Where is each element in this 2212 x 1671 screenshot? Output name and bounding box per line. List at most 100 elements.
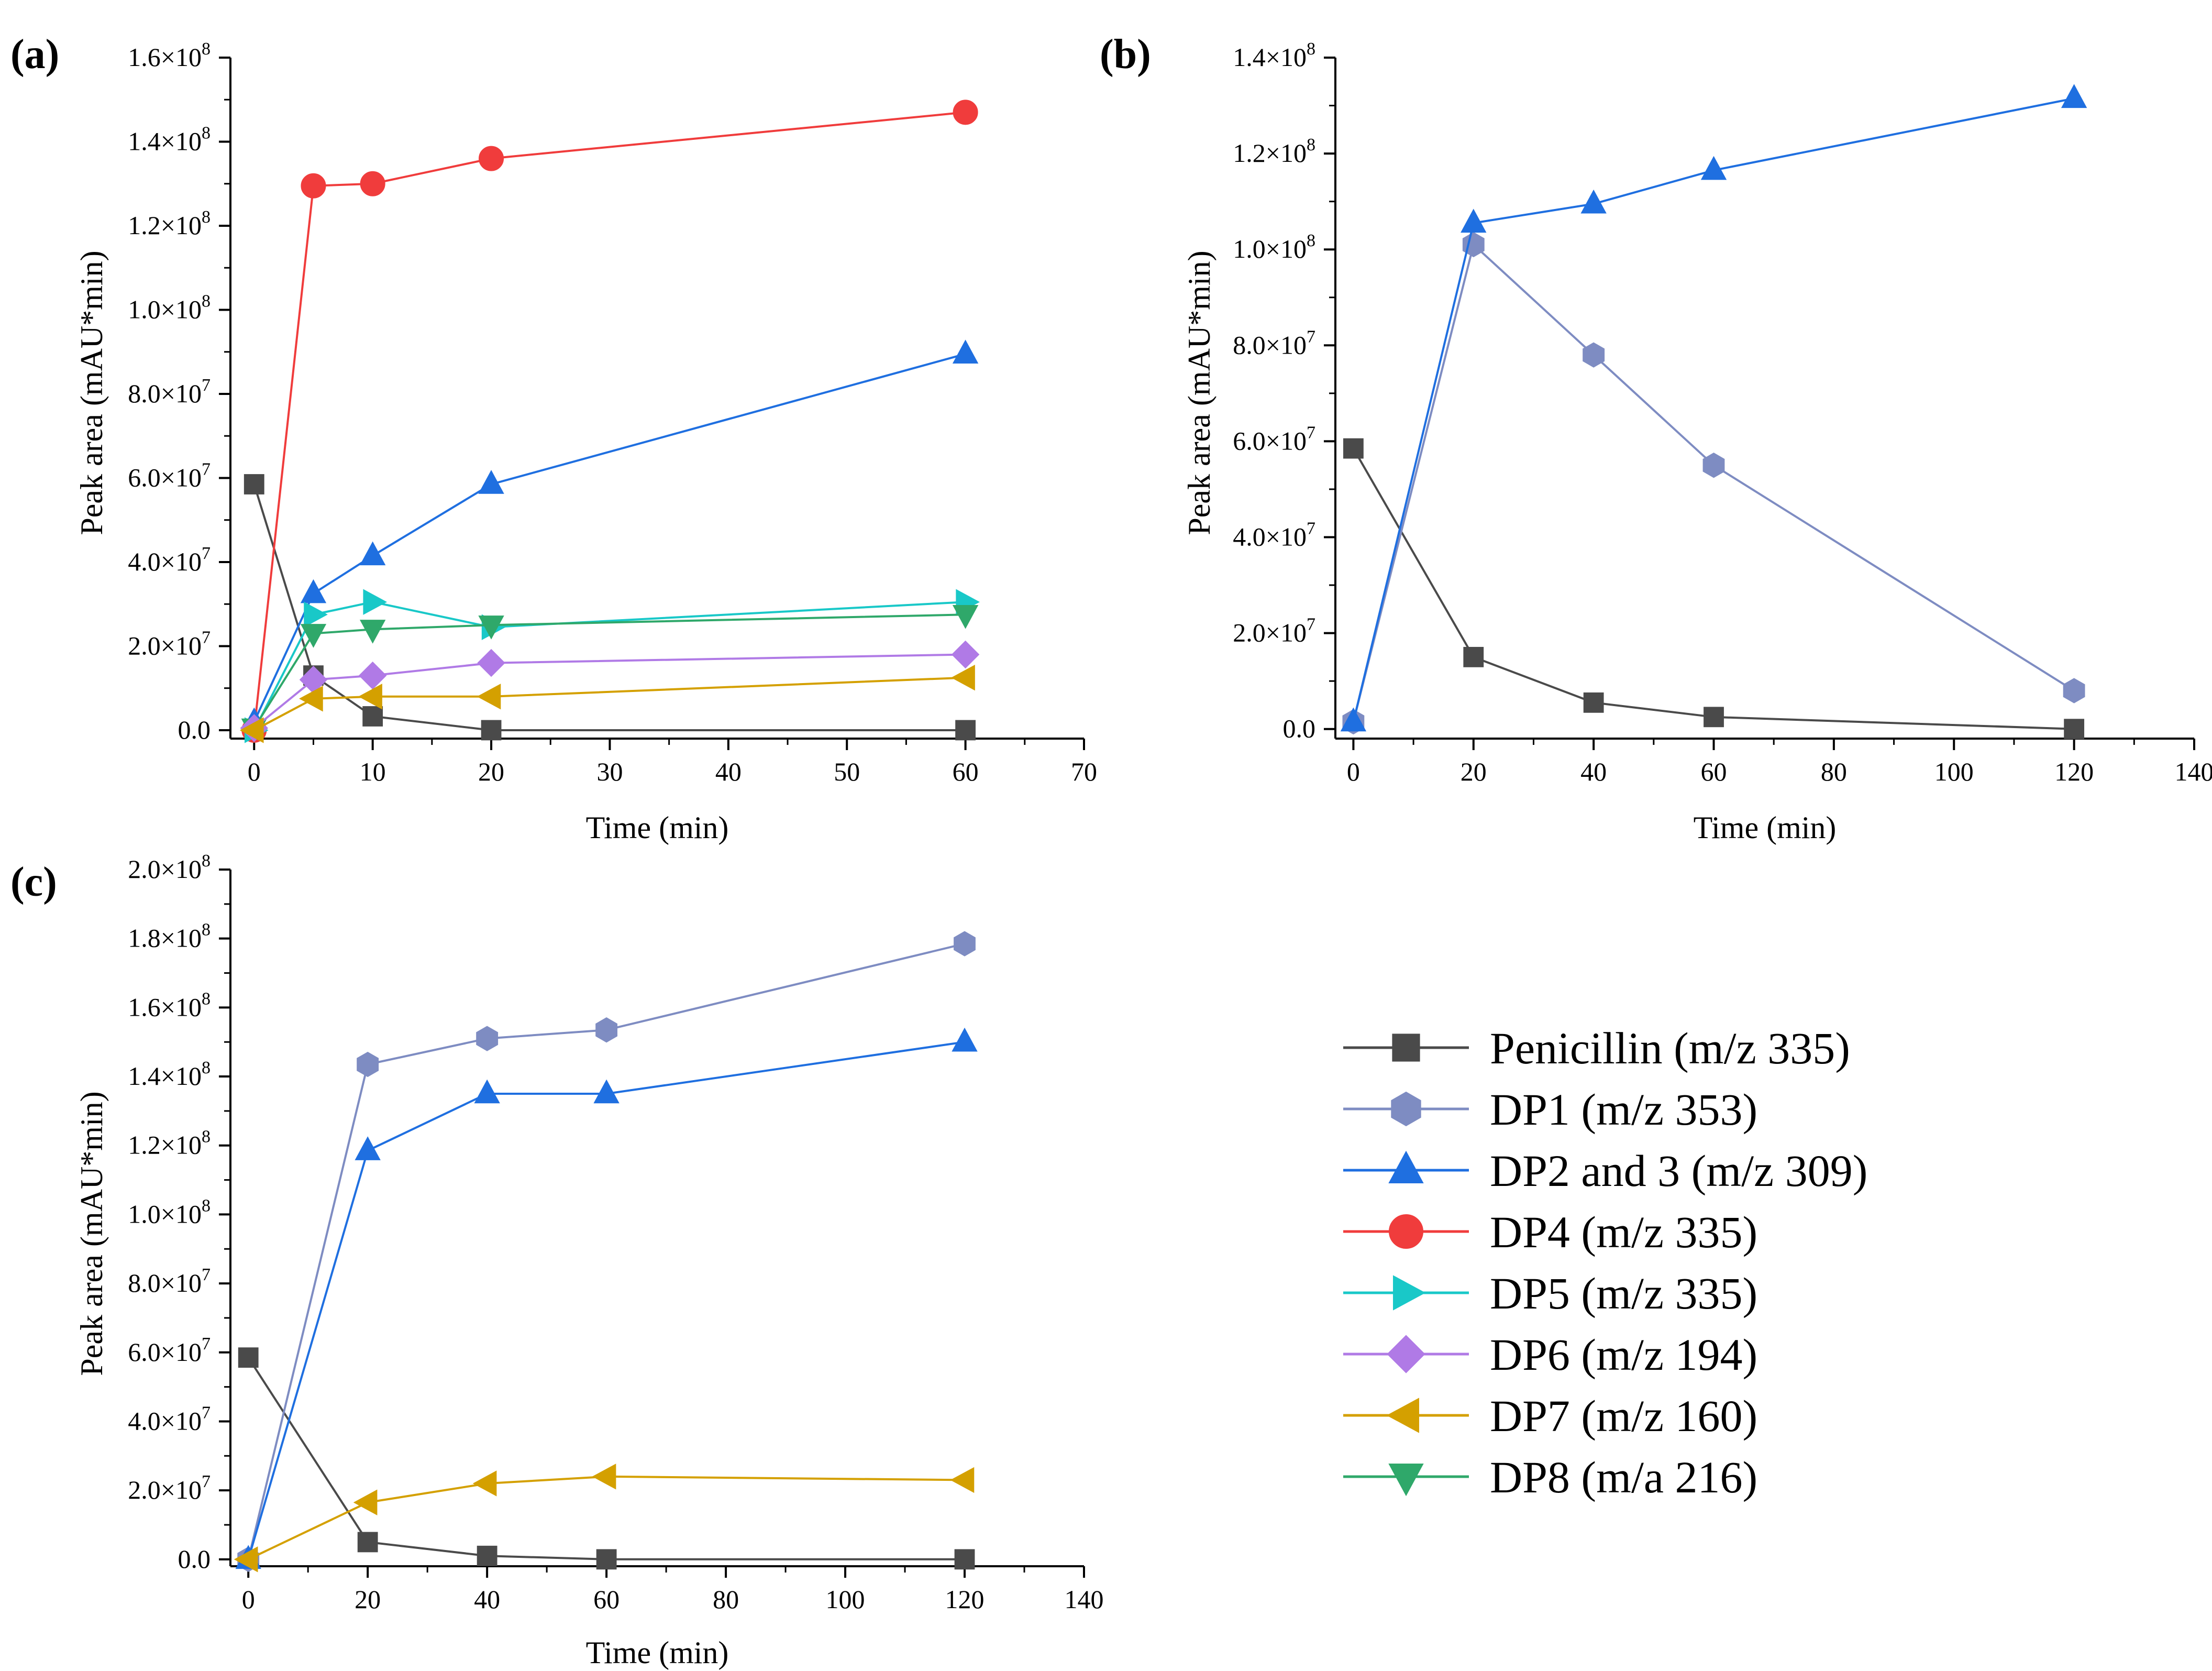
legend-label: DP2 and 3 (m/z 309) (1490, 1146, 1867, 1196)
x-tick-label: 10 (360, 757, 386, 786)
data-point (1583, 692, 1604, 713)
data-point (1580, 189, 1607, 214)
x-tick-label: 40 (474, 1585, 500, 1614)
y-tick-label: 1.8×108 (128, 920, 211, 953)
data-point (304, 601, 328, 628)
x-tick-label: 20 (355, 1585, 381, 1614)
x-tick-label: 50 (834, 757, 860, 786)
y-tick-label: 1.0×108 (1233, 231, 1315, 263)
data-point (358, 684, 382, 710)
y-tick-label: 6.0×107 (128, 459, 211, 492)
legend-label: DP7 (m/z 160) (1490, 1391, 1757, 1441)
y-tick-label: 1.4×108 (128, 123, 211, 156)
legend-item: DP1 (m/z 353) (1343, 1084, 1757, 1135)
data-point (477, 684, 501, 710)
data-point (474, 1079, 500, 1104)
data-point (353, 1489, 378, 1515)
legend-label: DP4 (m/z 335) (1490, 1207, 1757, 1257)
y-tick-label: 2.0×107 (1233, 615, 1315, 647)
legend-label: DP1 (m/z 353) (1490, 1084, 1757, 1135)
y-tick-label: 0.0 (178, 715, 211, 744)
panel-label: (a) (10, 31, 59, 78)
y-tick-label: 8.0×107 (128, 1265, 211, 1298)
series (237, 931, 976, 1572)
data-point (477, 1545, 497, 1566)
data-point (950, 1467, 975, 1493)
y-tick-label: 1.6×108 (128, 989, 211, 1021)
x-tick-label: 0 (248, 757, 261, 786)
x-tick-label: 80 (713, 1585, 739, 1614)
legend-marker-shape (1388, 1464, 1424, 1497)
data-point (357, 1051, 379, 1078)
x-tick-label: 120 (945, 1585, 985, 1614)
axes: 0 10 20 30 40 50 60 70 0.0 2.0×107 4.0×107 6.0×107 8… (128, 39, 1097, 786)
legend-label: DP6 (m/z 194) (1490, 1329, 1757, 1380)
data-point (952, 339, 979, 364)
series (238, 1347, 975, 1570)
x-tick-label: 80 (1821, 757, 1847, 786)
data-point (1462, 232, 1485, 258)
legend-marker-triangle-down-icon (1388, 1464, 1424, 1497)
data-point (300, 579, 327, 603)
x-tick-label: 40 (715, 757, 742, 786)
legend-label: DP8 (m/a 216) (1490, 1452, 1757, 1502)
legend-marker-triangle-right-icon (1393, 1275, 1426, 1311)
y-tick-label: 2.0×108 (128, 851, 211, 884)
data-point (301, 173, 326, 199)
y-tick-label: 4.0×107 (128, 1403, 211, 1435)
data-point (479, 146, 504, 171)
series-group (239, 100, 980, 743)
series (241, 100, 978, 743)
data-point (239, 717, 264, 743)
y-tick-label: 1.0×108 (128, 1196, 211, 1228)
x-tick-label: 120 (2054, 757, 2094, 786)
panel-label: (c) (10, 859, 57, 905)
legend-marker-triangle-up-icon (1388, 1150, 1424, 1183)
panel-c-chart: (c) 0 20 40 60 80 100 120 140 0.0 2.0×107 4.0×107 6… (10, 851, 1104, 1670)
x-axis-title: Time (min) (586, 810, 729, 845)
data-point (1700, 156, 1727, 180)
data-point (476, 1026, 499, 1051)
data-point (2064, 719, 2085, 740)
data-point (593, 1079, 620, 1104)
legend-marker-shape (1391, 1091, 1421, 1127)
y-tick-label: 6.0×107 (1233, 423, 1315, 455)
legend-marker-triangle-left-icon (1386, 1398, 1419, 1433)
legend-marker-hexagon-icon (1391, 1091, 1421, 1127)
legend-marker-circle-icon (1389, 1214, 1423, 1249)
data-point (478, 470, 504, 494)
y-tick-label: 8.0×107 (1233, 327, 1315, 359)
series-group (234, 931, 978, 1573)
y-tick-label: 1.4×108 (128, 1058, 211, 1091)
data-point (1702, 453, 1725, 478)
panel-b-chart: (b) 0 20 40 60 80 100 120 140 0.0 2.0×107 4.0×107 6… (1100, 31, 2212, 845)
y-tick-label: 8.0×107 (128, 376, 211, 408)
legend: Penicillin (m/z 335) DP1 (m/z 353) DP2 a… (1343, 1023, 1867, 1502)
x-tick-label: 0 (1347, 757, 1360, 786)
data-point (244, 474, 264, 494)
data-point (359, 620, 386, 644)
y-tick-label: 0.0 (1283, 714, 1316, 743)
x-tick-label: 0 (242, 1585, 255, 1614)
data-point (1343, 438, 1364, 459)
data-point (355, 1136, 381, 1160)
x-tick-label: 20 (478, 757, 504, 786)
data-point (300, 624, 327, 648)
series (234, 1464, 975, 1573)
data-point (954, 1549, 975, 1570)
series (1340, 84, 2087, 732)
data-point (360, 171, 385, 196)
data-point (1461, 208, 1487, 233)
y-tick-label: 1.4×108 (1233, 39, 1315, 72)
x-tick-label: 60 (593, 1585, 620, 1614)
y-tick-label: 4.0×107 (1233, 519, 1315, 551)
y-tick-label: 2.0×107 (128, 1472, 211, 1504)
data-point (481, 720, 502, 741)
data-point (238, 1347, 259, 1368)
legend-item: Penicillin (m/z 335) (1343, 1023, 1850, 1073)
axes: 0 20 40 60 80 100 120 140 0.0 2.0×107 4.0×107 6.0×1… (1233, 39, 2212, 786)
legend-marker-shape (1386, 1398, 1419, 1433)
legend-item: DP8 (m/a 216) (1343, 1452, 1757, 1502)
x-axis-title: Time (min) (586, 1635, 729, 1670)
